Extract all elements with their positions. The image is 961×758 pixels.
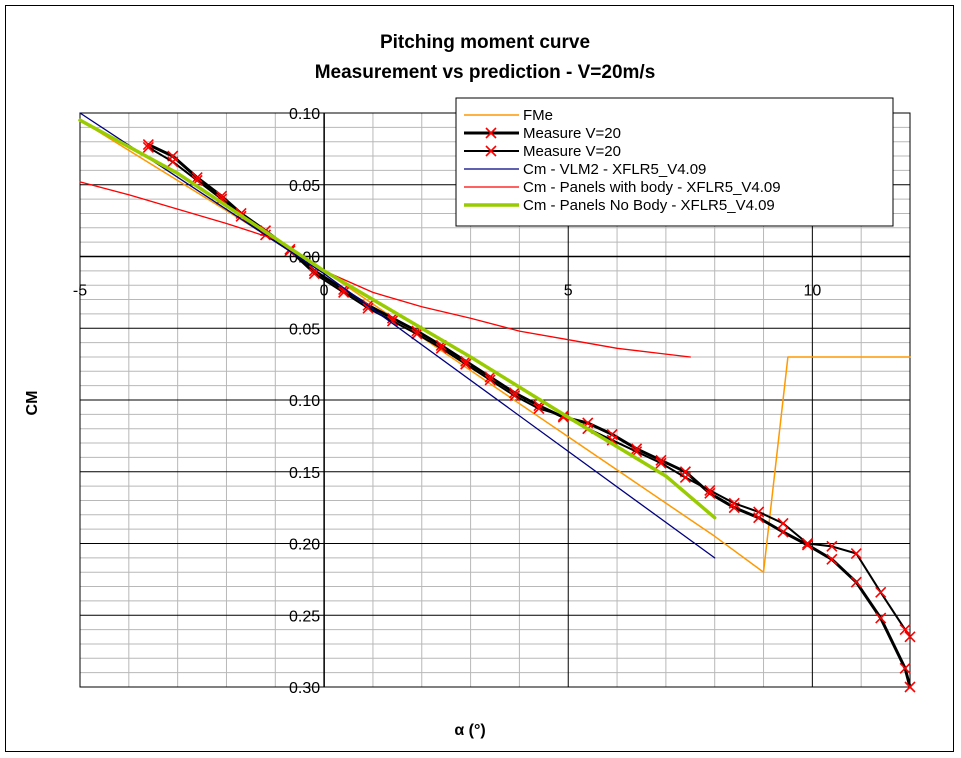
data-point-marker: [704, 487, 716, 499]
series-line: [79, 181, 691, 358]
x-axis-label: α (°): [454, 722, 485, 739]
y-tick-label: 0.25: [289, 608, 320, 625]
data-point-marker: [631, 443, 643, 455]
legend-entry-label: Measure V=20: [523, 143, 621, 160]
data-point-marker: [508, 387, 521, 399]
data-point-marker: [899, 624, 911, 636]
data-point-marker: [655, 457, 667, 469]
y-tick-label: 0.20: [289, 537, 320, 554]
chart-title: Pitching moment curve: [380, 32, 590, 53]
y-tick-label: 0.05: [289, 321, 320, 338]
data-point-marker: [753, 506, 765, 518]
data-point-marker: [533, 403, 545, 415]
legend-marker: [485, 145, 497, 157]
legend-entry-label: Cm - Panels with body - XFLR5_V4.09: [523, 179, 781, 196]
series-line: [78, 118, 717, 520]
data-point-marker: [875, 612, 887, 624]
legend-entry-label: Cm - VLM2 - XFLR5_V4.09: [523, 161, 706, 178]
legend-entry-label: FMe: [523, 107, 553, 124]
data-point-marker: [167, 156, 179, 168]
x-tick-label: 0: [320, 283, 329, 300]
x-tick-label: 5: [564, 283, 573, 300]
y-tick-label: 0.10: [289, 393, 320, 410]
x-tick-label: -5: [73, 283, 87, 300]
data-point-marker: [386, 315, 399, 327]
y-tick-label: 0.30: [289, 680, 320, 697]
legend-marker: [485, 127, 497, 139]
data-point-marker: [484, 374, 496, 386]
y-tick-label: 0.05: [289, 178, 320, 195]
data-point-marker: [728, 497, 740, 509]
data-point-marker: [338, 286, 350, 298]
y-tick-label: 0.15: [289, 465, 320, 482]
data-point-marker: [411, 328, 423, 340]
y-axis-label: CM: [24, 391, 41, 416]
data-point-marker: [826, 553, 838, 565]
data-point-marker: [904, 681, 916, 693]
legend-box: [455, 97, 894, 227]
data-point-marker: [508, 390, 521, 402]
data-point-marker: [362, 302, 374, 314]
x-tick-label: 10: [803, 283, 821, 300]
data-point-marker: [801, 537, 814, 550]
legend-entry-label: Cm - Panels No Body - XFLR5_V4.09: [523, 197, 775, 214]
data-point-marker: [142, 141, 154, 154]
data-point-marker: [826, 540, 838, 552]
data-point-marker: [435, 342, 447, 354]
chart-subtitle: Measurement vs prediction - V=20m/s: [315, 62, 656, 83]
data-point-marker: [704, 484, 716, 496]
data-point-marker: [655, 454, 667, 466]
data-point-marker: [679, 471, 691, 484]
data-point-marker: [142, 139, 154, 151]
data-point-marker: [460, 358, 472, 370]
data-point-marker: [850, 547, 862, 560]
series-line: [79, 112, 716, 559]
legend-entry-label: Measure V=20: [523, 125, 621, 142]
data-point-marker: [875, 586, 887, 598]
data-point-marker: [484, 371, 496, 383]
data-point-marker: [850, 576, 862, 588]
data-point-marker: [904, 631, 916, 643]
data-point-marker: [777, 517, 789, 529]
y-tick-label: 0.10: [289, 106, 320, 123]
data-point-marker: [899, 662, 911, 674]
data-point-marker: [308, 268, 320, 280]
data-point-marker: [191, 172, 203, 184]
data-point-marker: [777, 526, 789, 538]
